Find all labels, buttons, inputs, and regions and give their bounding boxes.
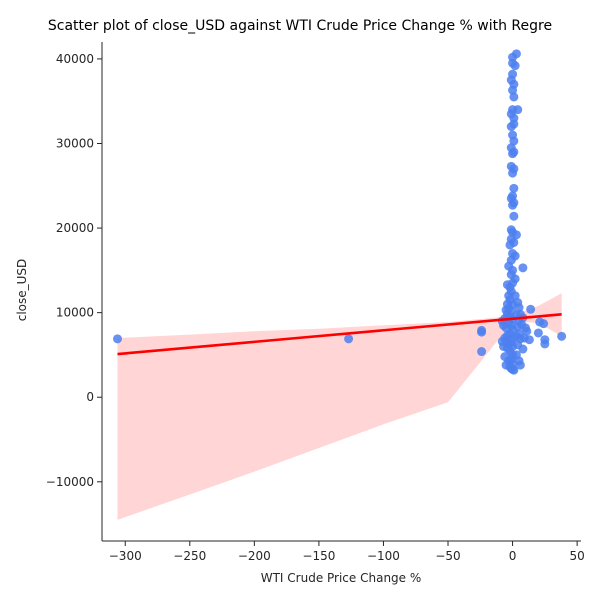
y-axis-title: close_USD <box>15 259 29 322</box>
regression-line-layer <box>117 313 562 356</box>
x-tick-label: 50 <box>569 549 584 563</box>
y-tick-label: 0 <box>86 390 94 404</box>
scatter-point <box>508 85 518 95</box>
scatter-point <box>501 360 511 370</box>
scatter-point <box>344 334 354 344</box>
scatter-point <box>508 58 518 68</box>
confidence-band-layer <box>117 293 562 520</box>
scatter-point <box>506 143 516 153</box>
scatter-point <box>514 356 524 366</box>
x-tick-label: 0 <box>509 549 517 563</box>
scatter-point <box>505 240 515 250</box>
scatter-point <box>506 225 516 235</box>
scatter-point <box>504 261 514 271</box>
scatter-point <box>502 280 512 290</box>
scatter-point <box>506 75 516 85</box>
scatter-point <box>514 303 524 313</box>
scatter-point <box>504 291 514 301</box>
scatter-point <box>501 305 511 315</box>
scatter-point <box>526 304 536 314</box>
chart-title: Scatter plot of close_USD against WTI Cr… <box>48 18 552 34</box>
x-tick-label: −150 <box>302 549 335 563</box>
scatter-point <box>477 347 487 357</box>
y-tick-label: 20000 <box>56 221 94 235</box>
scatter-point <box>500 352 510 362</box>
y-tick-label: −10000 <box>46 475 94 489</box>
confidence-band <box>117 293 562 520</box>
x-tick-label: −200 <box>238 549 271 563</box>
scatter-point <box>520 323 530 333</box>
scatter-point <box>506 109 516 119</box>
scatter-point <box>509 211 519 221</box>
axes-layer: −300 −250 −200 −150 −100 −50 0 50 −10000 0 10000 20… <box>46 42 585 563</box>
scatter-point <box>535 317 545 327</box>
scatter-point <box>557 331 567 341</box>
scatter-point <box>508 130 518 140</box>
scatter-point <box>506 161 516 171</box>
scatter-point <box>477 327 487 337</box>
scatter-point <box>497 336 507 346</box>
x-tick-label: −100 <box>367 549 400 563</box>
scatter-point <box>508 248 518 258</box>
scatter-point <box>506 270 516 280</box>
scatter-point <box>506 193 516 203</box>
regression-line <box>117 313 562 356</box>
y-tick-label: 10000 <box>56 306 94 320</box>
scatter-point <box>518 263 528 273</box>
x-tick-label: −300 <box>109 549 142 563</box>
x-tick-label: −50 <box>435 549 460 563</box>
scatter-point <box>112 334 122 344</box>
scatter-point <box>508 168 518 178</box>
x-tick-label: −250 <box>173 549 206 563</box>
scatter-point <box>533 328 543 338</box>
y-tick-label: 40000 <box>56 52 94 66</box>
scatter-point <box>508 200 518 210</box>
scatter-point <box>518 344 528 354</box>
scatter-point <box>509 183 519 193</box>
points-layer <box>112 49 567 375</box>
scatter-point <box>509 92 519 102</box>
x-axis-title: WTI Crude Price Change % <box>261 571 422 585</box>
y-tick-label: 30000 <box>56 136 94 150</box>
scatter-point <box>540 339 550 349</box>
scatter-point <box>519 333 529 343</box>
scatter-point <box>506 122 516 132</box>
